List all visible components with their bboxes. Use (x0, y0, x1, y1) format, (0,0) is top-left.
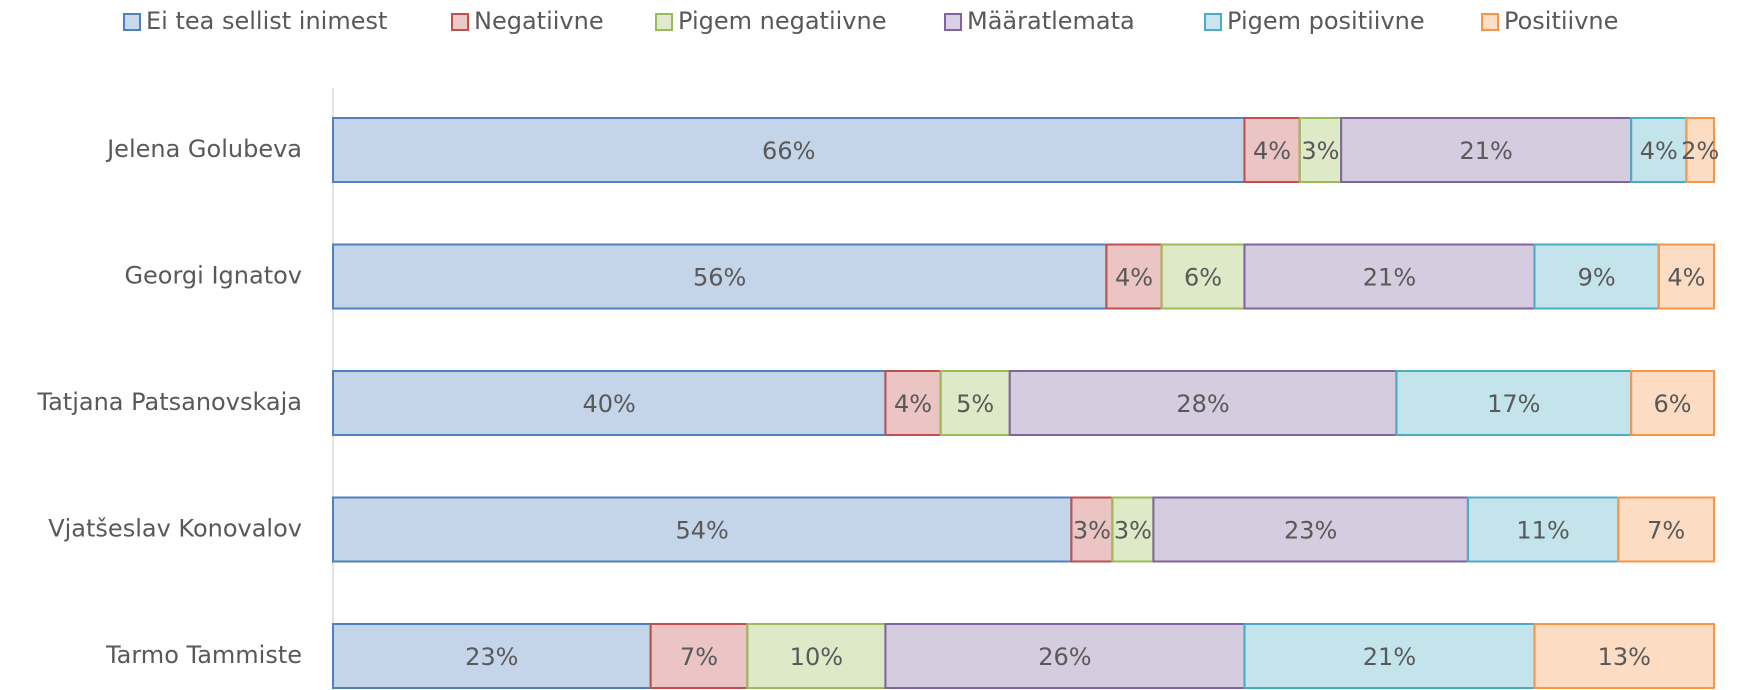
data-label: 4% (1667, 264, 1705, 292)
data-label: 13% (1598, 643, 1651, 671)
data-label: 7% (1647, 517, 1685, 545)
bar-segment (1298, 117, 1343, 183)
legend-label: Positiivne (1504, 7, 1618, 35)
legend-swatch (1204, 13, 1222, 31)
data-label: 21% (1363, 264, 1416, 292)
data-label: 17% (1487, 390, 1540, 418)
data-label: 23% (1284, 517, 1337, 545)
legend-label: Negatiivne (474, 7, 604, 35)
bar-segment (1243, 117, 1301, 183)
y-tick-label: Tarmo Tammiste (105, 641, 302, 669)
bar-segment (1008, 370, 1398, 436)
data-label: 4% (1640, 137, 1678, 165)
legend-label: Määratlemata (967, 7, 1135, 35)
bar-segment (1395, 370, 1633, 436)
data-label: 4% (1253, 137, 1291, 165)
bar-segment (884, 623, 1246, 689)
bar-segment (1111, 496, 1155, 563)
y-tick-label: Tatjana Patsanovskaja (36, 388, 302, 416)
bar-segment (1657, 243, 1716, 310)
bar-segment (1160, 243, 1246, 310)
bar-segment (332, 370, 887, 436)
legend-swatch (123, 13, 141, 31)
bar-segment (746, 623, 887, 689)
data-label: 11% (1516, 517, 1569, 545)
legend-swatch (655, 13, 673, 31)
bar-segment (1630, 370, 1716, 436)
legend-swatch (1481, 13, 1499, 31)
data-label: 3% (1301, 137, 1339, 165)
legend-swatch (944, 13, 962, 31)
bar-segment (1617, 496, 1715, 563)
bar-segment (1533, 243, 1660, 310)
bar-segment (1243, 243, 1536, 310)
bar-segment (649, 623, 749, 689)
data-label: 54% (676, 517, 729, 545)
data-label: 10% (790, 643, 843, 671)
legend-label: Ei tea sellist inimest (146, 7, 387, 35)
data-label: 21% (1363, 643, 1416, 671)
data-label: 4% (894, 390, 932, 418)
data-label: 3% (1114, 517, 1152, 545)
bar-segment (1466, 496, 1620, 563)
legend-label: Pigem positiivne (1227, 7, 1425, 35)
y-tick-label: Vjatšeslav Konovalov (48, 515, 302, 543)
data-label: 21% (1459, 137, 1512, 165)
data-label: 26% (1038, 643, 1091, 671)
data-label: 5% (956, 390, 994, 418)
bar-segment (1533, 623, 1715, 689)
bar-segment (332, 496, 1073, 563)
data-label: 28% (1176, 390, 1229, 418)
bar-segment (1070, 496, 1114, 563)
data-label: 23% (465, 643, 518, 671)
y-tick-label: Jelena Golubeva (105, 135, 302, 163)
data-label: 3% (1073, 517, 1111, 545)
data-label: 2% (1681, 137, 1719, 165)
bar-segment (884, 370, 942, 436)
data-label: 6% (1184, 264, 1222, 292)
bar-segment (1243, 623, 1536, 689)
y-tick-label: Georgi Ignatov (124, 262, 302, 290)
data-label: 56% (693, 264, 746, 292)
data-label: 66% (762, 137, 815, 165)
bar-segment (939, 370, 1011, 436)
data-label: 9% (1578, 264, 1616, 292)
data-label: 40% (583, 390, 636, 418)
data-label: 6% (1654, 390, 1692, 418)
legend-swatch (451, 13, 469, 31)
data-label: 7% (680, 643, 718, 671)
bar-segment (1685, 117, 1716, 183)
legend-label: Pigem negatiivne (678, 7, 886, 35)
data-label: 4% (1115, 264, 1153, 292)
